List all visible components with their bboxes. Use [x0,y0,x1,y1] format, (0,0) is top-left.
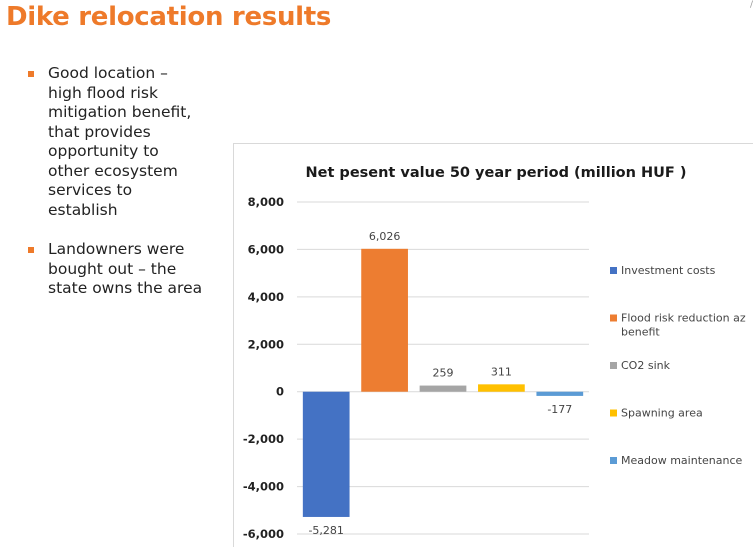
data-label: -5,281 [308,524,343,537]
legend-swatch [610,267,617,274]
y-tick-label: -4,000 [243,480,284,494]
legend-label: Meadow maintenance [621,454,743,467]
bullet-text: Good location – high flood risk mitigati… [48,64,192,219]
bars [302,248,584,517]
data-label: 311 [491,365,512,378]
legend-label: Flood risk reduction az benefit [621,312,746,339]
y-tick-label: 0 [276,385,284,399]
y-tick-label: 2,000 [248,337,284,351]
y-tick-label: -6,000 [243,527,284,541]
bar [419,385,467,392]
legend: Investment costs Flood risk reduction az b… [610,264,746,467]
slide-title: Dike relocation results [6,2,332,32]
legend-label: CO2 sink [621,359,671,372]
chart-frame: Net pesent value 50 year period (million… [233,143,753,547]
bullet-item: Landowners were bought out – the state o… [28,240,203,299]
y-axis-ticks: -6,000 -4,000 -2,000 0 2,000 4,000 6,000 8,000 [243,195,284,541]
y-tick-label: -2,000 [243,432,284,446]
bar [478,384,525,392]
data-labels: -5,281 6,026 259 311 -177 [308,230,572,537]
data-label: -177 [547,403,572,416]
bar [536,391,584,396]
data-label: 6,026 [369,230,401,243]
bullet-list: Good location – high flood risk mitigati… [28,64,203,299]
square-bullet-icon [28,71,34,77]
bullet-text: Landowners were bought out – the state o… [48,240,203,297]
bar [361,248,408,392]
legend-swatch [610,409,617,417]
chart-title: Net pesent value 50 year period (million… [305,165,686,181]
legend-swatch [610,457,617,464]
legend-label: Spawning area [621,407,703,420]
square-bullet-icon [28,247,34,253]
legend-swatch [610,362,617,369]
y-tick-label: 4,000 [248,290,284,304]
data-label: 259 [433,367,454,380]
corner-mark: / [749,0,753,10]
legend-swatch [610,314,617,322]
legend-label: Investment costs [621,264,716,277]
bullet-item: Good location – high flood risk mitigati… [28,64,203,220]
bar [302,391,350,517]
npv-bar-chart: Net pesent value 50 year period (million… [243,165,746,541]
y-tick-label: 8,000 [248,195,284,209]
y-tick-label: 6,000 [248,242,284,256]
